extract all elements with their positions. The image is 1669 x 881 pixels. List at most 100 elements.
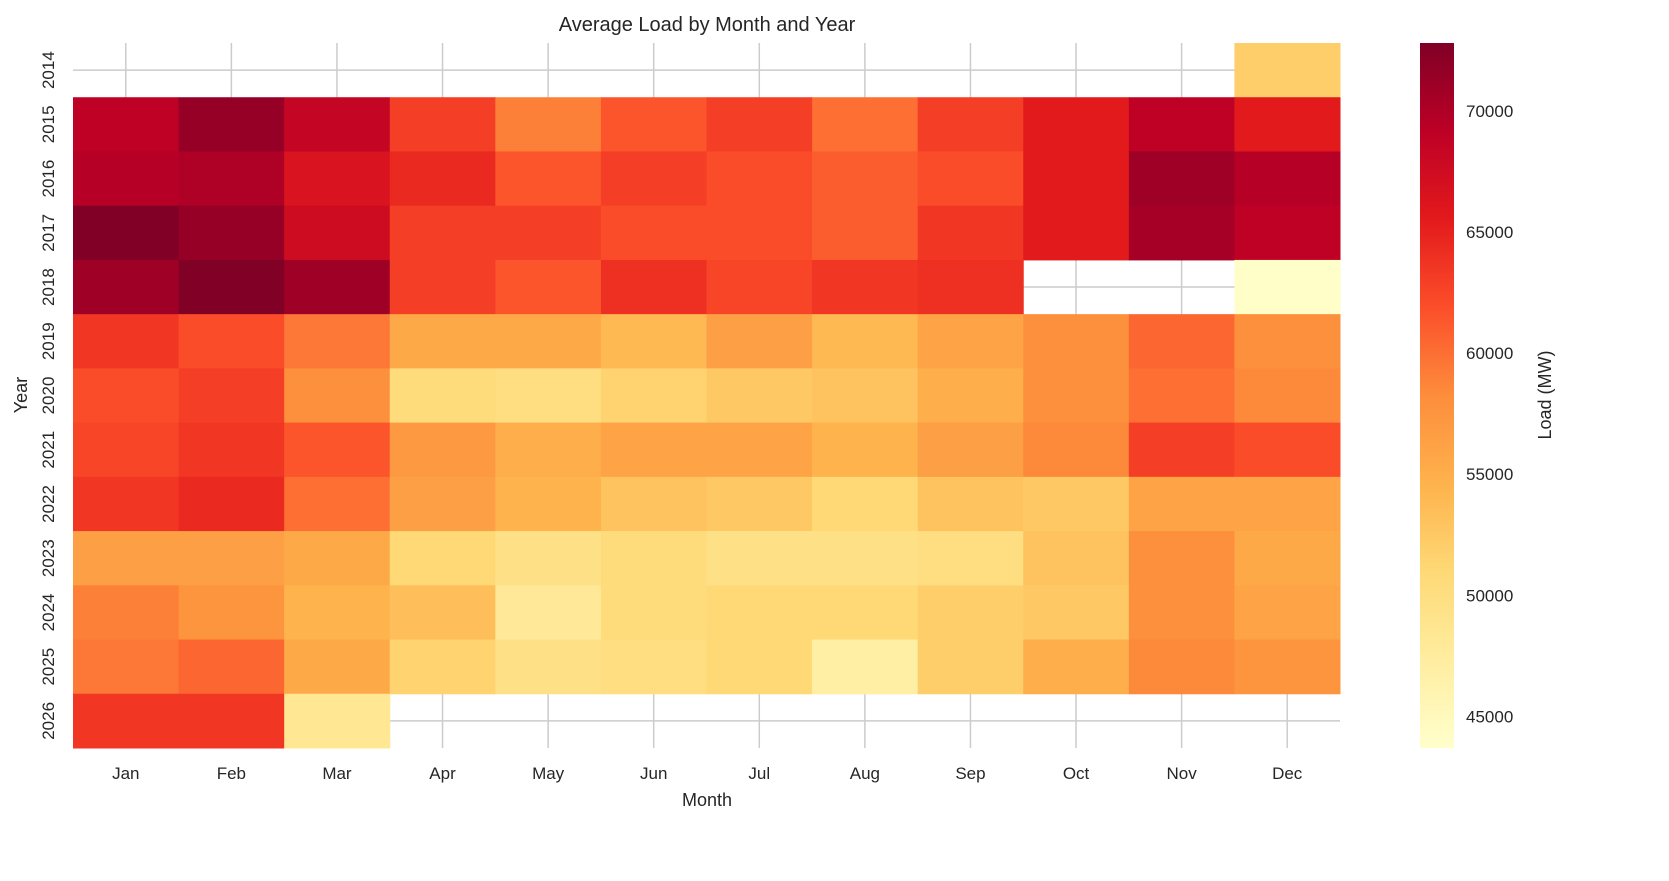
heatmap-cell [600, 97, 707, 152]
colorbar-tick-label: 55000 [1466, 465, 1513, 484]
heatmap-cell [917, 639, 1024, 695]
heatmap-cell [1023, 476, 1130, 532]
x-tick-label: Apr [429, 764, 456, 783]
x-tick-label: May [532, 764, 565, 783]
heatmap-cell [600, 422, 707, 478]
heatmap-cell [389, 151, 496, 207]
y-tick-label: 2015 [39, 105, 58, 143]
heatmap-cell [1023, 422, 1130, 478]
heatmap-cell [600, 585, 707, 641]
heatmap-cell [284, 422, 391, 478]
heatmap-cell [1023, 639, 1130, 695]
heatmap-cell [706, 531, 813, 586]
heatmap-cell [812, 639, 919, 695]
heatmap-cell [917, 476, 1024, 532]
heatmap-cell [284, 259, 391, 315]
heatmap-cell [495, 422, 602, 478]
heatmap-cell [600, 314, 707, 369]
heatmap-cell [178, 205, 285, 261]
heatmap-cell [812, 368, 919, 424]
heatmap-cell [73, 422, 180, 478]
heatmap-cell [1234, 259, 1341, 315]
heatmap-cell [1128, 476, 1235, 532]
heatmap-cell [600, 205, 707, 261]
colorbar-tick-label: 45000 [1466, 708, 1513, 727]
x-tick-label: Jan [112, 764, 139, 783]
heatmap-cell [495, 476, 602, 532]
heatmap-cell [1128, 97, 1235, 152]
heatmap-cell [73, 585, 180, 641]
colorbar-label: Load (MW) [1535, 350, 1555, 439]
x-tick-label: Jul [748, 764, 770, 783]
colorbar-tick-label: 70000 [1466, 102, 1513, 121]
heatmap-cell [178, 97, 285, 152]
heatmap-cell [1234, 422, 1341, 478]
x-tick-label: Sep [955, 764, 985, 783]
heatmap-cell [917, 531, 1024, 586]
colorbar [1420, 43, 1454, 748]
x-tick-label: Oct [1063, 764, 1090, 783]
heatmap-cell [73, 476, 180, 532]
heatmap-cell [178, 693, 285, 749]
heatmap-cell [284, 97, 391, 152]
heatmap-cell [389, 205, 496, 261]
heatmap-cell [495, 97, 602, 152]
y-tick-label: 2020 [39, 377, 58, 415]
heatmap-cell [178, 151, 285, 207]
y-tick-label: 2023 [39, 539, 58, 577]
heatmap-cell [812, 314, 919, 369]
heatmap-cell [706, 205, 813, 261]
heatmap-cell [917, 422, 1024, 478]
heatmap-cell [917, 151, 1024, 207]
y-tick-label: 2024 [39, 594, 58, 632]
y-tick-label: 2014 [39, 51, 58, 89]
heatmap-cell [600, 639, 707, 695]
heatmap-cell [1234, 476, 1341, 532]
heatmap-cell [495, 639, 602, 695]
heatmap-cell [706, 314, 813, 369]
heatmap-cell [600, 259, 707, 315]
heatmap-cell [1023, 585, 1130, 641]
heatmap-cell [1234, 531, 1341, 586]
heatmap-cell [495, 151, 602, 207]
heatmap-cell [495, 531, 602, 586]
heatmap-cell [1234, 639, 1341, 695]
heatmap-cell [1128, 531, 1235, 586]
heatmap-cell [389, 531, 496, 586]
heatmap-cell [812, 585, 919, 641]
heatmap-cell [812, 259, 919, 315]
heatmap-cell [284, 314, 391, 369]
heatmap-cell [389, 97, 496, 152]
heatmap-cell [1234, 43, 1341, 98]
heatmap-cell [1023, 368, 1130, 424]
heatmap-cell [1023, 97, 1130, 152]
heatmap-cell [917, 97, 1024, 152]
heatmap-cell [389, 476, 496, 532]
heatmap-cell [1023, 205, 1130, 261]
y-tick-label: 2016 [39, 160, 58, 198]
heatmap-cell [600, 368, 707, 424]
heatmap-cell [600, 151, 707, 207]
heatmap-cell [1234, 205, 1341, 261]
heatmap-cell [1234, 97, 1341, 152]
heatmap-cell [73, 639, 180, 695]
y-tick-labels: 2014 2015 2016 2017 2018 2019 2020 2021 2022 2023… [39, 51, 58, 740]
x-axis-label: Month [682, 790, 732, 810]
heatmap-cell [73, 205, 180, 261]
heatmap-cell [389, 368, 496, 424]
colorbar-tick-label: 50000 [1466, 586, 1513, 605]
heatmap-cells [73, 43, 1341, 749]
colorbar-tick-label: 60000 [1466, 344, 1513, 363]
heatmap-cell [1023, 151, 1130, 207]
colorbar-tick-label: 65000 [1466, 223, 1513, 242]
heatmap-cell [706, 368, 813, 424]
chart-title: Average Load by Month and Year [559, 14, 856, 36]
heatmap-cell [495, 368, 602, 424]
heatmap-cell [73, 314, 180, 369]
heatmap-cell [389, 585, 496, 641]
heatmap-cell [812, 205, 919, 261]
y-tick-label: 2018 [39, 268, 58, 306]
heatmap-cell [178, 368, 285, 424]
heatmap-cell [284, 476, 391, 532]
